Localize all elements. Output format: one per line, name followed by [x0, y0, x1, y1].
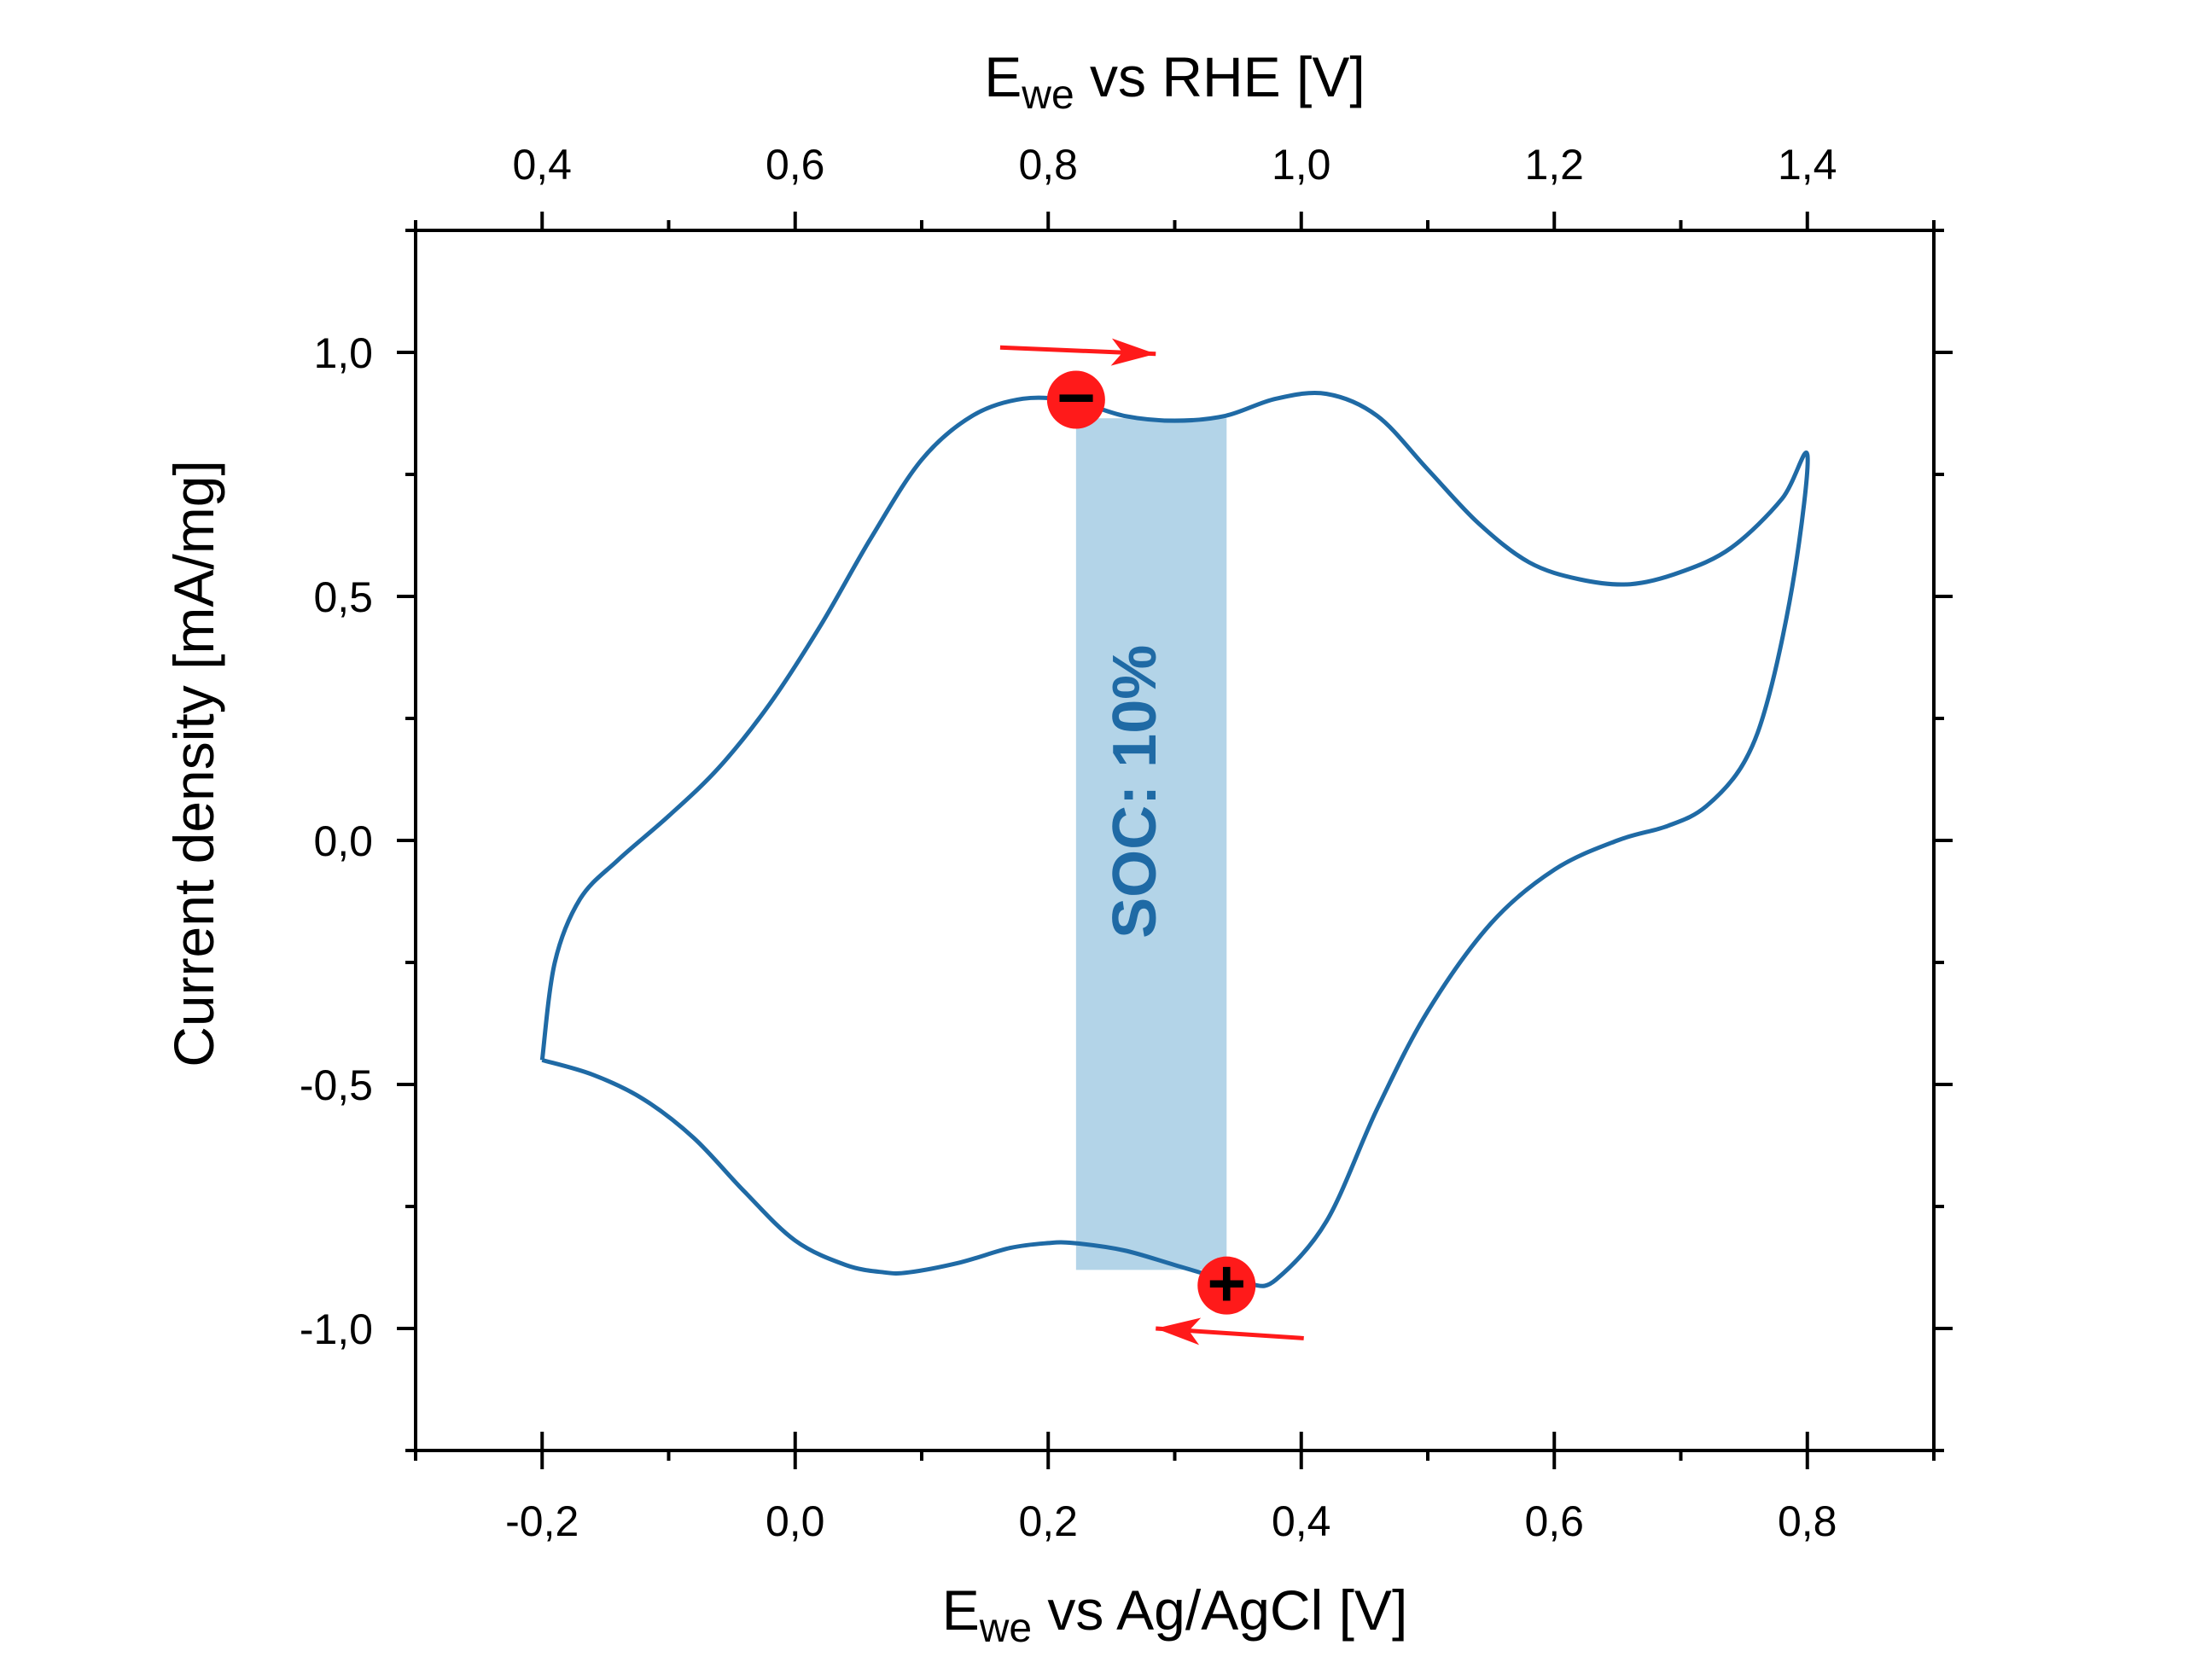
plus-marker [1197, 1256, 1256, 1315]
y-tick-label: 0,5 [313, 573, 373, 621]
x2-axis-title: Ewe vs RHE [V] [984, 45, 1365, 118]
x-tick-label: -0,2 [505, 1497, 579, 1545]
x-tick-label: 0,0 [766, 1497, 825, 1545]
direction-arrow-head [1110, 338, 1156, 366]
y-tick-label: 1,0 [313, 329, 373, 377]
x-tick-label: 0,2 [1018, 1497, 1078, 1545]
y-tick-label: -1,0 [300, 1305, 373, 1353]
x2-tick-label: 0,8 [1018, 141, 1078, 189]
x2-tick-label: 0,6 [766, 141, 825, 189]
x2-tick-label: 0,4 [512, 141, 572, 189]
x2-tick-label: 1,4 [1778, 141, 1837, 189]
x-tick-label: 0,6 [1524, 1497, 1584, 1545]
shaded-soc-region [1075, 418, 1227, 1270]
x-axis-title: Ewe vs Ag/AgCl [V] [942, 1578, 1408, 1651]
cv-curve [539, 390, 1810, 1288]
minus-marker [1046, 370, 1105, 429]
plus-symbol: + [1208, 1246, 1247, 1321]
x-ticks: -0,2 0,0 0,2 0,4 0,6 0,8 [414, 1432, 1936, 1545]
curve-layer [539, 390, 1810, 1288]
y-tick-label: -0,5 [300, 1061, 373, 1109]
marker-layer: −+ [999, 338, 1304, 1346]
y-ticks: -1,0 -0,5 0,0 0,5 1,0 [300, 229, 1953, 1452]
y-axis-title: Current density [mA/mg] [162, 460, 225, 1067]
x2-tick-label: 1,2 [1524, 141, 1584, 189]
y-tick-label: 0,0 [313, 817, 373, 865]
x-tick-label: 0,8 [1778, 1497, 1837, 1545]
x2-tick-label: 1,0 [1272, 141, 1331, 189]
x-tick-label: 0,4 [1272, 1497, 1331, 1545]
x2-ticks: 0,4 0,6 0,8 1,0 1,2 1,4 [414, 141, 1936, 230]
soc-label: SOC: 10% [1101, 645, 1169, 939]
direction-arrow-head [1156, 1317, 1202, 1346]
minus-symbol: − [1057, 359, 1096, 434]
